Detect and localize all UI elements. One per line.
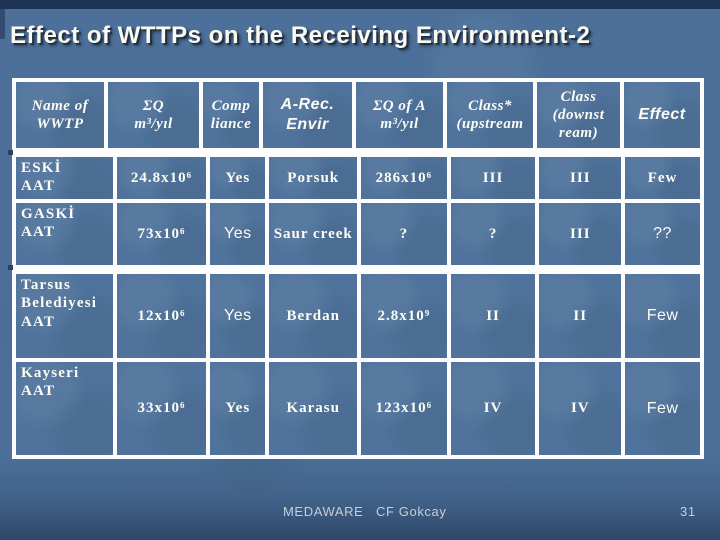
header-cell: Class (downst ream) [537, 82, 620, 148]
table-cell: GASKİ AAT [16, 203, 113, 265]
table-cell: ? [450, 203, 536, 265]
table-row: GASKİ AAT 73x10⁶ Yes Saur creek?? III?? [16, 203, 700, 265]
page-title: Effect of WTTPs on the Receiving Environ… [10, 22, 591, 49]
table-cell: Yes [210, 157, 266, 199]
footer-credits: MEDAWARE CF Gokcay [283, 504, 446, 519]
footer-author: CF Gokcay [376, 504, 447, 519]
table-row: Tarsus Belediyesi AAT 12x10⁶ Yes Berdan 2.8x… [16, 274, 700, 358]
table-cell: 33x10⁶ [116, 362, 207, 455]
slide-footer: MEDAWARE CF Gokcay 31 [0, 504, 720, 522]
table-cell: IV [539, 362, 622, 455]
table-cell: Yes [210, 203, 266, 265]
table-cell: 286x10⁶ [361, 157, 447, 199]
table-cell: Saur creek [269, 203, 358, 265]
header-cell: A-Rec. Envir [263, 82, 352, 148]
table-cell: 24.8x10⁶ [116, 157, 207, 199]
results-table: Name of WWTP ΣQ m³/yıl Comp liance A-Rec. E… [12, 78, 704, 459]
table-row: Kayseri AAT 33x10⁶ Yes Karasu 123x10⁶ IV IV Few [16, 362, 700, 455]
top-left-edge-decoration [0, 9, 5, 39]
table-cell: Karasu [269, 362, 358, 455]
left-edge-mark [8, 265, 13, 270]
table-cell: Yes [210, 274, 266, 358]
table-cell: ? [361, 203, 447, 265]
page-number: 31 [680, 504, 696, 519]
table-cell: 12x10⁶ [116, 274, 207, 358]
table-cell: Few [625, 274, 700, 358]
table-cell: Few [625, 157, 700, 199]
table-cell: Yes [210, 362, 266, 455]
table-header-row: Name of WWTP ΣQ m³/yıl Comp liance A-Rec. E… [16, 82, 700, 148]
table-row: ESKİ AAT 24.8x10⁶ Yes Porsuk 286x10⁶ III III Fe… [16, 157, 700, 199]
table-cell: ESKİ AAT [16, 157, 113, 199]
table-cell: III [539, 203, 622, 265]
table-cell: Porsuk [269, 157, 358, 199]
table-cell: 2.8x10⁹ [361, 274, 447, 358]
header-cell: Name of WWTP [16, 82, 104, 148]
table-cell: II [450, 274, 536, 358]
table-cell: III [450, 157, 536, 199]
left-edge-mark [8, 150, 13, 155]
table-cell: Tarsus Belediyesi AAT [16, 274, 113, 358]
table-cell: Berdan [269, 274, 358, 358]
header-cell: Class* (upstream [447, 82, 533, 148]
table-cell: 123x10⁶ [361, 362, 447, 455]
header-cell: ΣQ m³/yıl [108, 82, 199, 148]
header-cell: ΣQ of A m³/yıl [356, 82, 443, 148]
header-cell: Comp liance [203, 82, 259, 148]
table-cell: ?? [625, 203, 700, 265]
table-cell: II [539, 274, 622, 358]
footer-project: MEDAWARE [283, 504, 364, 519]
table-cell: 73x10⁶ [116, 203, 207, 265]
table-cell: III [539, 157, 622, 199]
header-cell: Effect [624, 82, 700, 148]
top-border-band [0, 0, 720, 9]
table-cell: Few [625, 362, 700, 455]
table-cell: IV [450, 362, 536, 455]
table-cell: Kayseri AAT [16, 362, 113, 455]
